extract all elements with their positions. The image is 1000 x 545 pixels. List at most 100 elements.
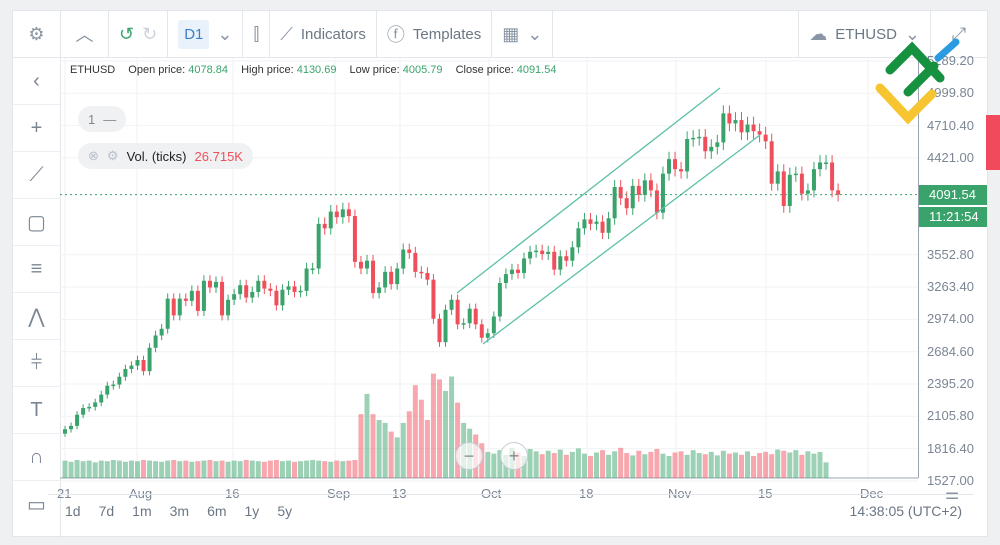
candle[interactable] <box>697 136 702 139</box>
candle[interactable] <box>93 402 98 407</box>
candle[interactable] <box>340 209 345 218</box>
chart-type-button[interactable]: ⫿ <box>243 10 271 58</box>
candle[interactable] <box>582 219 587 229</box>
candle[interactable] <box>383 271 388 288</box>
candle[interactable] <box>238 285 243 295</box>
candle[interactable] <box>540 250 545 254</box>
candle[interactable] <box>667 159 671 174</box>
candle[interactable] <box>739 120 744 133</box>
candle[interactable] <box>799 173 804 194</box>
range-3m[interactable]: 3m <box>169 503 190 519</box>
candle[interactable] <box>141 360 146 372</box>
range-1d[interactable]: 1d <box>65 503 81 519</box>
candle[interactable] <box>534 250 539 253</box>
candle[interactable] <box>654 190 659 213</box>
candle[interactable] <box>286 286 291 290</box>
candle[interactable] <box>298 290 303 293</box>
range-5y[interactable]: 5y <box>277 503 293 519</box>
candle[interactable] <box>709 146 714 152</box>
candle[interactable] <box>346 209 351 217</box>
undo-icon[interactable]: ↺ <box>119 23 135 44</box>
candle[interactable] <box>401 249 406 269</box>
candle[interactable] <box>830 162 835 191</box>
crosshair-tool[interactable]: + <box>13 105 60 152</box>
candle[interactable] <box>165 298 170 329</box>
candle[interactable] <box>256 280 261 292</box>
candle[interactable] <box>389 271 394 285</box>
candle[interactable] <box>606 218 611 233</box>
candle[interactable] <box>201 280 206 311</box>
candle[interactable] <box>473 308 478 325</box>
candle[interactable] <box>546 251 551 254</box>
candle[interactable] <box>818 162 822 170</box>
candle[interactable] <box>183 298 188 301</box>
candle[interactable] <box>528 251 533 259</box>
candle[interactable] <box>805 190 810 194</box>
pane-selector[interactable]: 1— <box>78 106 127 132</box>
indicators-button[interactable]: ⟋ Indicators <box>270 10 377 58</box>
candle[interactable] <box>461 323 466 325</box>
candle[interactable] <box>455 299 460 325</box>
candle[interactable] <box>377 287 382 294</box>
ruler-tool[interactable]: ▭ <box>13 481 60 528</box>
remove-indicator-icon[interactable]: ⊗ <box>88 148 99 163</box>
range-1m[interactable]: 1m <box>132 503 152 519</box>
candle[interactable] <box>310 268 315 271</box>
channel-tool[interactable]: ≡ <box>13 246 60 293</box>
candle[interactable] <box>328 211 333 229</box>
candle[interactable] <box>630 185 635 209</box>
candle[interactable] <box>262 280 267 289</box>
candle[interactable] <box>558 256 563 270</box>
price-axis[interactable]: 4091.54 11:21:54 5289.20 4999.80 4710.40 44… <box>918 53 987 488</box>
range-7d[interactable]: 7d <box>98 503 115 519</box>
zoom-out-button[interactable]: − <box>455 442 483 470</box>
symbol-select[interactable]: ☁ ETHUSD ⌄ <box>798 10 931 58</box>
settings-button[interactable]: ⚙ <box>13 10 61 58</box>
candle[interactable] <box>81 408 86 415</box>
candle[interactable] <box>195 290 200 311</box>
candle[interactable] <box>358 261 363 269</box>
candle[interactable] <box>522 258 527 273</box>
candle[interactable] <box>679 169 684 172</box>
candle[interactable] <box>87 406 92 409</box>
candle[interactable] <box>280 289 285 306</box>
candle[interactable] <box>618 187 623 199</box>
candle[interactable] <box>226 299 231 316</box>
date-range-button[interactable]: ▦ ⌄ <box>492 10 554 58</box>
shape-tool[interactable]: ▢ <box>13 199 60 246</box>
candle[interactable] <box>99 394 104 403</box>
candle[interactable] <box>775 171 780 184</box>
candle[interactable] <box>781 171 786 207</box>
collapse-sidebar-button[interactable]: ‹ <box>13 58 60 105</box>
range-6m[interactable]: 6m <box>207 503 227 519</box>
candle[interactable] <box>220 281 225 316</box>
candle[interactable] <box>63 429 67 434</box>
candle[interactable] <box>135 360 140 366</box>
candle[interactable] <box>250 291 255 298</box>
candle[interactable] <box>274 290 279 306</box>
candle[interactable] <box>763 134 768 142</box>
candle[interactable] <box>371 260 376 294</box>
text-tool[interactable]: T <box>13 387 60 434</box>
candle[interactable] <box>691 137 696 140</box>
candle[interactable] <box>576 228 581 248</box>
candle[interactable] <box>485 333 490 338</box>
candle[interactable] <box>757 131 762 135</box>
candle[interactable] <box>600 221 605 233</box>
candle[interactable] <box>467 308 472 324</box>
candle[interactable] <box>365 260 369 269</box>
candle[interactable] <box>322 223 327 229</box>
candle[interactable] <box>715 142 720 147</box>
fullscreen-button[interactable]: ⤢ <box>931 11 987 58</box>
timeframe-select[interactable]: D1 ⌄ <box>168 10 244 58</box>
candle[interactable] <box>105 385 110 395</box>
pattern-tool[interactable]: ⋀ <box>13 293 60 340</box>
candle[interactable] <box>564 256 569 261</box>
candle[interactable] <box>431 279 436 319</box>
candle[interactable] <box>449 299 454 310</box>
candle[interactable] <box>685 139 690 172</box>
zoom-in-button[interactable]: + <box>500 442 528 470</box>
candle[interactable] <box>727 113 732 124</box>
candle[interactable] <box>787 174 792 207</box>
